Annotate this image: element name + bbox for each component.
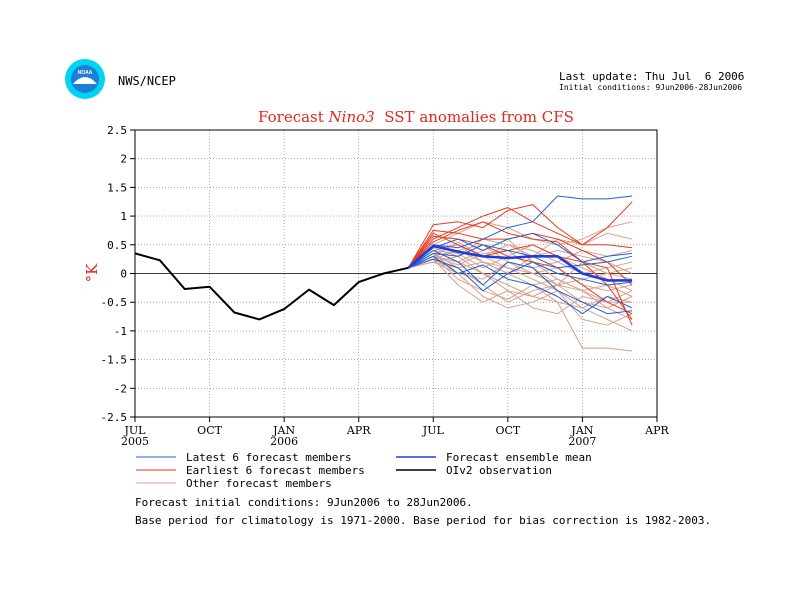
- chart-title-part-1: Forecast: [258, 108, 329, 126]
- y-tick-label: -1.5: [101, 354, 128, 367]
- y-tick-label: -1: [114, 325, 127, 338]
- x-tick-label: APR: [644, 424, 669, 437]
- initial-conditions-text: Initial conditions: 9Jun2006-28Jun2006: [559, 83, 743, 92]
- earliest-member-line: [407, 201, 633, 269]
- footer-line-1: Forecast initial conditions: 9Jun2006 to…: [135, 496, 473, 509]
- chart-title-part-3: SST anomalies from CFS: [375, 108, 574, 126]
- legend: Latest 6 forecast members Forecast ensemb…: [136, 451, 592, 490]
- y-tick-label: -2.5: [101, 411, 128, 424]
- latest-member-line: [408, 232, 633, 269]
- grid: [135, 130, 657, 417]
- earliest-member-line: [408, 235, 633, 315]
- last-update-text: Last update: Thu Jul 6 2006: [559, 70, 745, 83]
- y-tick-label: 0.5: [107, 239, 127, 252]
- x-tick-label: JUL: [124, 424, 147, 437]
- observation-line: [134, 252, 409, 321]
- latest-member-line: [408, 244, 633, 269]
- series-layer: [134, 195, 633, 352]
- other-member-line: [408, 255, 633, 309]
- update-info: Last update: Thu Jul 6 2006 Initial cond…: [559, 71, 744, 92]
- x-tick-label: APR: [346, 424, 371, 437]
- latest-member-line: [408, 250, 633, 315]
- latest-member-line: [408, 195, 633, 269]
- legend-label-mean: Forecast ensemble mean: [446, 451, 592, 464]
- y-tick-label: 2: [120, 153, 127, 166]
- y-tick-label: 0: [120, 268, 127, 281]
- y-tick-label: 1.5: [107, 181, 127, 194]
- x-tick-label: OCT: [197, 424, 222, 437]
- x-tick-year: 2006: [270, 435, 298, 448]
- x-tick-label: JAN: [272, 424, 295, 437]
- y-axis-label: °K: [83, 263, 101, 283]
- legend-label-obs: OIv2 observation: [446, 464, 552, 477]
- y-tick-label: -2: [114, 382, 127, 395]
- ensemble-mean-line: [407, 244, 633, 282]
- x-tick-label: JUL: [422, 424, 445, 437]
- footer-line-2: Base period for climatology is 1971-2000…: [135, 514, 712, 527]
- noaa-logo-gull: [73, 77, 97, 84]
- legend-label-latest: Latest 6 forecast members: [186, 451, 352, 464]
- legend-label-earliest: Earliest 6 forecast members: [186, 464, 365, 477]
- earliest-member-line: [407, 232, 633, 320]
- noaa-logo: NOAA: [65, 59, 105, 99]
- latest-member-line: [408, 258, 633, 292]
- earliest-member-line: [408, 207, 633, 269]
- chart-title-part-2: Nino3: [328, 108, 375, 126]
- plot-frame: [134, 129, 658, 418]
- x-tick-year: 2007: [568, 435, 596, 448]
- noaa-logo-text: NOAA: [78, 70, 93, 76]
- chart-title: Forecast Nino3 SST anomalies from CFS: [258, 108, 574, 126]
- org-label: NWS/NCEP: [118, 74, 176, 88]
- x-tick-label: OCT: [495, 424, 520, 437]
- y-tick-label: 2.5: [107, 124, 127, 137]
- x-tick-year: 2005: [121, 435, 149, 448]
- legend-label-other: Other forecast members: [186, 477, 332, 490]
- latest-member-line: [408, 255, 633, 315]
- y-tick-label: -0.5: [101, 296, 128, 309]
- x-tick-label: JAN: [570, 424, 593, 437]
- y-tick-label: 1: [120, 210, 127, 223]
- other-member-line: [408, 255, 633, 309]
